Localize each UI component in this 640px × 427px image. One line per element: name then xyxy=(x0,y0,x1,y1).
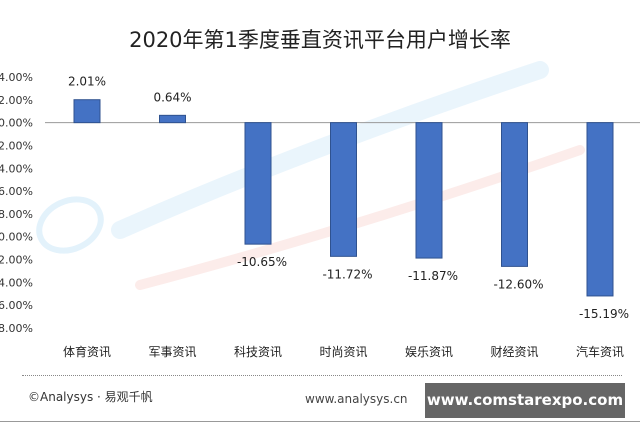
bottom-border xyxy=(0,421,640,422)
x-tick-label: 汽车资讯 xyxy=(576,344,624,359)
x-tick-label: 科技资讯 xyxy=(234,345,282,359)
data-label: -10.65% xyxy=(237,255,287,269)
bar xyxy=(244,122,272,245)
data-label: -11.87% xyxy=(408,269,458,283)
footer-divider xyxy=(22,375,622,376)
bar xyxy=(415,122,443,259)
bar xyxy=(73,99,101,124)
y-tick-label: 4.00% xyxy=(0,71,33,84)
bar xyxy=(330,122,357,257)
y-tick-label: -4.00% xyxy=(0,162,33,175)
y-tick-label: -10.00% xyxy=(0,231,33,244)
x-tick-label: 财经资讯 xyxy=(490,345,538,359)
data-label: 2.01% xyxy=(68,75,106,89)
copyright-text: ©Analysys · 易观千帆 xyxy=(28,390,153,404)
y-tick-label: -16.00% xyxy=(0,299,33,312)
y-tick-label: -8.00% xyxy=(0,208,33,221)
x-tick-label: 军事资讯 xyxy=(148,345,196,359)
chart-title: 2020年第1季度垂直资讯平台用户增长率 xyxy=(129,28,511,52)
x-tick-label: 体育资讯 xyxy=(63,344,111,359)
data-label: -15.19% xyxy=(579,307,629,321)
watermark-banner[interactable]: www.comstarexpo.com xyxy=(425,383,625,418)
y-tick-label: -14.00% xyxy=(0,276,33,289)
x-tick-label: 娱乐资讯 xyxy=(405,345,453,359)
bar xyxy=(159,114,186,124)
y-tick-label: -2.00% xyxy=(0,139,33,152)
y-tick-label: 0.00% xyxy=(0,117,33,130)
y-tick-label: 2.00% xyxy=(0,94,33,107)
site-url: www.analysys.cn xyxy=(305,392,408,406)
data-label: -12.60% xyxy=(493,277,543,291)
watermark-logo-shape xyxy=(36,196,104,254)
y-tick-label: -12.00% xyxy=(0,254,33,267)
x-tick-label: 时尚资讯 xyxy=(319,345,367,359)
y-tick-label: -6.00% xyxy=(0,185,33,198)
watermark-swoosh-shape xyxy=(111,61,549,239)
data-label: 0.64% xyxy=(153,90,191,104)
bar xyxy=(501,122,528,267)
y-tick-label: -18.00% xyxy=(0,322,33,335)
bar xyxy=(586,122,614,297)
data-label: -11.72% xyxy=(322,267,372,281)
